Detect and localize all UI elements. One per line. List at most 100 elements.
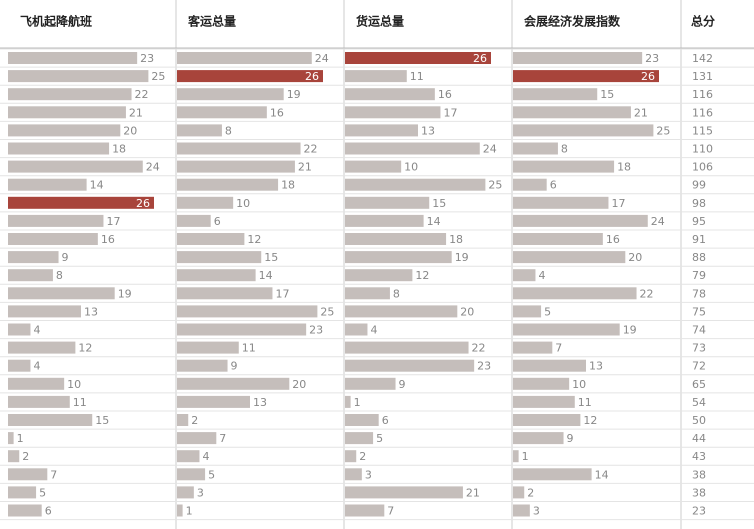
bar-value-label: 1 (522, 450, 529, 463)
bar (177, 196, 234, 209)
bar (8, 178, 87, 191)
bar (345, 178, 486, 191)
bar (8, 432, 14, 445)
bar (8, 196, 154, 209)
total-score: 116 (692, 106, 713, 119)
bar-value-label: 25 (151, 70, 165, 83)
bar (8, 341, 76, 354)
bar (345, 414, 379, 426)
bar (177, 233, 245, 245)
bar-value-label: 26 (305, 70, 319, 83)
bar (345, 305, 458, 318)
total-score: 142 (692, 52, 713, 65)
bar-value-label: 22 (640, 287, 654, 300)
bar (8, 88, 132, 101)
bar-value-label: 26 (136, 197, 150, 210)
bar (513, 504, 530, 517)
bar (177, 52, 312, 64)
bar (513, 414, 581, 426)
bar (8, 160, 143, 173)
bar-value-label: 16 (606, 233, 620, 246)
bar-value-label: 7 (555, 342, 562, 355)
total-score: 73 (692, 342, 706, 355)
total-score: 38 (692, 486, 706, 499)
bar (513, 88, 598, 101)
bar-value-label: 8 (225, 124, 232, 137)
bar (345, 106, 441, 119)
bar (513, 450, 519, 463)
bar-value-label: 17 (275, 287, 289, 300)
bar-value-label: 23 (140, 52, 154, 65)
bar-value-label: 13 (84, 305, 98, 318)
bar (8, 504, 42, 517)
bar-value-label: 19 (455, 251, 469, 264)
bar-value-label: 26 (473, 52, 487, 65)
bar-value-label: 15 (264, 251, 278, 264)
bar-value-label: 14 (595, 468, 609, 481)
total-score: 75 (692, 305, 706, 318)
bar-value-label: 22 (472, 342, 486, 355)
bar-value-label: 12 (78, 342, 92, 355)
bar-value-label: 5 (39, 486, 46, 499)
bar-value-label: 13 (253, 396, 267, 409)
total-score: 50 (692, 414, 706, 427)
bar (345, 124, 418, 137)
bar-value-label: 1 (354, 396, 361, 409)
bar-value-label: 7 (219, 432, 226, 445)
bar (8, 450, 20, 463)
bar-value-label: 17 (106, 215, 120, 228)
bar (177, 214, 211, 227)
total-score: 116 (692, 88, 713, 101)
total-score: 88 (692, 251, 706, 264)
bar (8, 305, 81, 318)
bar (177, 106, 267, 119)
bar (177, 450, 200, 463)
bar (177, 142, 301, 155)
bar (513, 142, 558, 155)
bar-value-label: 1 (17, 432, 24, 445)
bar (513, 251, 626, 264)
bar-value-label: 11 (242, 342, 256, 355)
bar (345, 251, 452, 264)
bar (8, 70, 149, 83)
bar-value-label: 17 (443, 106, 457, 119)
bar (345, 52, 491, 64)
bar-value-label: 16 (438, 88, 452, 101)
bar (513, 432, 564, 445)
bar-value-label: 14 (90, 179, 104, 192)
bar (8, 124, 121, 137)
bar (513, 269, 536, 282)
bar (513, 52, 643, 64)
bar (345, 377, 396, 390)
bar (345, 468, 362, 481)
total-score: 38 (692, 468, 706, 481)
total-score: 23 (692, 505, 706, 518)
bar (513, 196, 609, 209)
bar (345, 504, 385, 517)
bar (513, 214, 648, 227)
bar-value-label: 19 (623, 324, 637, 337)
bar-value-label: 3 (365, 468, 372, 481)
bar (8, 486, 37, 499)
bar-value-label: 23 (477, 360, 491, 373)
bar (345, 233, 447, 245)
bar (513, 124, 654, 137)
bar (345, 450, 357, 463)
bar-value-label: 10 (236, 197, 250, 210)
total-score: 78 (692, 287, 706, 300)
bar (345, 486, 463, 499)
bar (177, 305, 318, 318)
bar (345, 341, 469, 354)
bar-value-label: 2 (22, 450, 29, 463)
total-score: 65 (692, 378, 706, 391)
bar (177, 88, 284, 101)
bar (177, 486, 194, 499)
bar-value-label: 1 (186, 505, 193, 518)
column-header: 客运总量 (187, 14, 236, 29)
bar-value-label: 10 (572, 378, 586, 391)
total-score: 43 (692, 450, 706, 463)
bar-value-label: 8 (56, 269, 63, 282)
bar-value-label: 9 (231, 360, 238, 373)
bar-value-label: 10 (404, 161, 418, 174)
